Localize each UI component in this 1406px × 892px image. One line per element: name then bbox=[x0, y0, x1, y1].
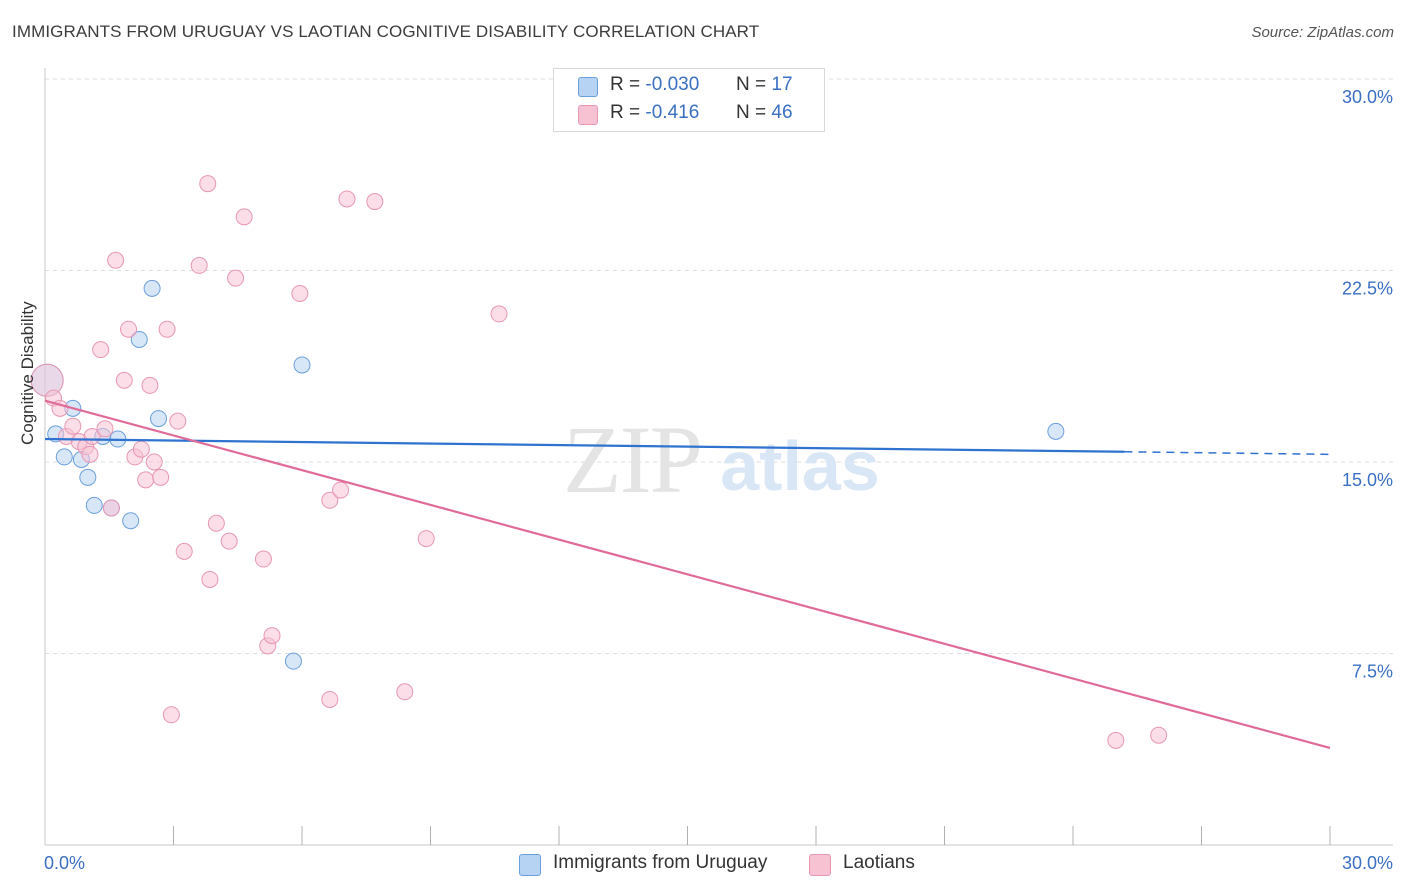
uruguay-point bbox=[122, 512, 140, 530]
laotian-point bbox=[332, 481, 350, 499]
laotian-point bbox=[220, 532, 238, 550]
laotian-trend-line bbox=[44, 399, 1331, 750]
laotian-point bbox=[158, 320, 176, 338]
uruguay-point bbox=[79, 468, 97, 486]
laotian-point bbox=[190, 256, 208, 274]
laotian-point bbox=[254, 550, 272, 568]
laotian-point bbox=[1107, 731, 1125, 749]
series-legend: Immigrants from Uruguay Laotians bbox=[0, 852, 1406, 878]
r-label: R = bbox=[610, 74, 641, 95]
laotian-point bbox=[107, 251, 125, 269]
uruguay-point bbox=[143, 279, 161, 297]
laotian-point bbox=[132, 440, 150, 458]
uruguay-trend-extension bbox=[1124, 451, 1331, 456]
watermark: ZIP atlas bbox=[563, 406, 880, 513]
n-label: N = bbox=[736, 74, 767, 95]
laotian-point bbox=[145, 453, 163, 471]
y-tick-label: 15.0% bbox=[1342, 470, 1393, 490]
laotian-point bbox=[235, 208, 253, 226]
uruguay-point bbox=[130, 330, 148, 348]
trend-lines bbox=[44, 399, 1331, 750]
uruguay-point bbox=[85, 496, 103, 514]
chart-title: IMMIGRANTS FROM URUGUAY VS LAOTIAN COGNI… bbox=[12, 22, 760, 41]
legend-n-uruguay: N = 17 bbox=[736, 74, 793, 96]
laotian-point bbox=[227, 269, 245, 287]
n-value: 46 bbox=[771, 102, 793, 123]
legend-r-laotians: R = -0.416 bbox=[610, 102, 699, 124]
series-label-laotians: Laotians bbox=[843, 852, 915, 873]
uruguay-point bbox=[1047, 422, 1065, 440]
y-tick-label: 30.0% bbox=[1342, 87, 1393, 107]
laotian-point bbox=[201, 570, 219, 588]
laotian-point bbox=[490, 305, 508, 323]
uruguay-point bbox=[284, 652, 302, 670]
laotian-point bbox=[417, 530, 435, 548]
laotian-point bbox=[321, 491, 339, 509]
laotian-point bbox=[199, 175, 217, 193]
series-swatch-pink bbox=[809, 854, 831, 876]
y-tick-label: 22.5% bbox=[1342, 279, 1393, 299]
r-label: R = bbox=[610, 102, 641, 123]
r-value: -0.030 bbox=[645, 74, 700, 95]
uruguay-trend-line bbox=[44, 437, 1125, 453]
laotian-point bbox=[366, 193, 384, 211]
watermark-zip: ZIP bbox=[563, 406, 701, 513]
laotian-point bbox=[162, 706, 180, 724]
x-tick-label: 30.0% bbox=[1342, 853, 1393, 873]
series-swatch-blue bbox=[519, 854, 541, 876]
series-label-uruguay: Immigrants from Uruguay bbox=[553, 852, 768, 873]
laotian-point bbox=[321, 690, 339, 708]
tick-labels: 7.5% 15.0% 22.5% 30.0% 0.0% 30.0% bbox=[44, 87, 1393, 873]
laotian-point bbox=[338, 190, 356, 208]
laotian-point bbox=[396, 683, 414, 701]
r-value: -0.416 bbox=[645, 102, 700, 123]
uruguay-point bbox=[55, 448, 73, 466]
grid-lines bbox=[45, 78, 1393, 654]
laotian-point bbox=[263, 627, 281, 645]
y-axis-label: Cognitive Disability bbox=[18, 301, 37, 445]
laotian-point bbox=[81, 445, 99, 463]
y-tick-label: 7.5% bbox=[1352, 662, 1393, 682]
legend-n-laotians: N = 46 bbox=[736, 102, 793, 124]
legend-r-uruguay: R = -0.030 bbox=[610, 74, 699, 96]
laotian-point bbox=[120, 320, 138, 338]
laotian-point bbox=[141, 376, 159, 394]
laotian-point bbox=[64, 417, 82, 435]
uruguay-point bbox=[150, 410, 168, 428]
legend-swatch-blue bbox=[578, 77, 598, 97]
laotian-point bbox=[96, 420, 114, 438]
uruguay-point bbox=[293, 356, 311, 374]
laotian-point bbox=[1150, 726, 1168, 744]
laotian-point bbox=[92, 341, 110, 359]
source-credit: Source: ZipAtlas.com bbox=[1251, 24, 1394, 41]
n-label: N = bbox=[736, 102, 767, 123]
laotian-point bbox=[137, 471, 155, 489]
laotian-point bbox=[175, 542, 193, 560]
axes bbox=[44, 68, 1393, 846]
laotian-point bbox=[115, 371, 133, 389]
n-value: 17 bbox=[771, 74, 793, 95]
laotian-point bbox=[102, 499, 120, 517]
laotian-point bbox=[169, 412, 187, 430]
legend-swatch-pink bbox=[578, 105, 598, 125]
stats-legend: R = -0.030 N = 17 R = -0.416 N = 46 bbox=[553, 68, 825, 132]
laotian-point bbox=[291, 284, 309, 302]
x-tick-label: 0.0% bbox=[44, 853, 85, 873]
watermark-atlas: atlas bbox=[720, 427, 880, 505]
laotian-point bbox=[207, 514, 225, 532]
laotian-point bbox=[152, 468, 170, 486]
